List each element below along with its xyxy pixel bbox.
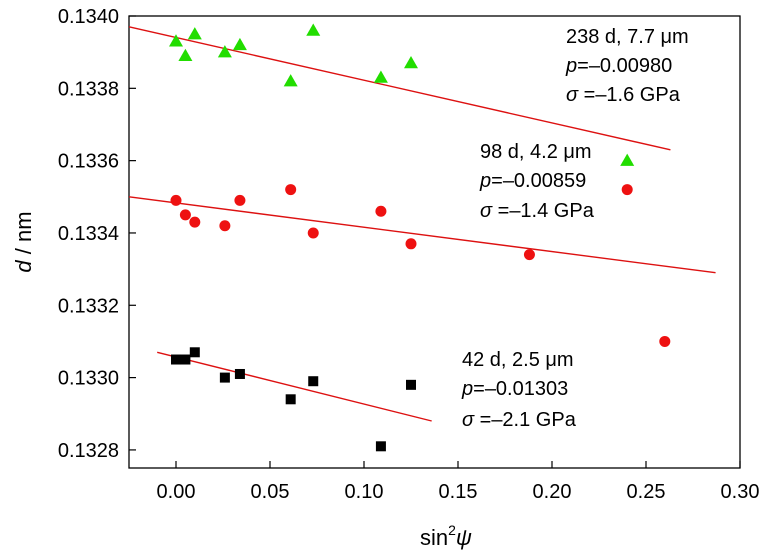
red-circle-point — [405, 238, 417, 250]
annotation-green-p-value: –0.00980 — [589, 55, 672, 77]
black-square-point — [171, 354, 181, 365]
fit-lines — [128, 26, 716, 422]
red-circle-point — [621, 184, 633, 196]
green-triangle-point — [217, 45, 232, 58]
y-tick-label: 0.1330 — [58, 368, 119, 390]
green-triangle-point — [620, 153, 635, 166]
green-triangle-point — [404, 56, 418, 69]
red-circle-point — [375, 205, 387, 217]
annotation-black: 42 d, 2.5 μm p=–0.01303 σ =–2.1 GPa — [461, 349, 577, 431]
black-square-point — [234, 368, 245, 379]
annotation-black-line1: 42 d, 2.5 μm — [462, 349, 574, 371]
red-circle-point — [307, 227, 319, 239]
red-circle-point — [170, 194, 182, 206]
x-tick-label: 0.15 — [439, 481, 478, 503]
y-axis-title: d / nm — [11, 211, 36, 272]
annotation-red-p: p=–0.00859 — [479, 170, 586, 192]
red-circle-point — [523, 249, 535, 261]
red-circle-point — [179, 209, 191, 221]
green-triangle-point — [178, 48, 193, 62]
fit-line-black — [157, 351, 432, 422]
black-square-point — [308, 376, 319, 387]
black-square-point — [375, 441, 386, 452]
green-triangle-point — [373, 70, 388, 83]
red-circle-point — [219, 220, 231, 232]
annotation-black-p-value: –0.01303 — [485, 378, 568, 400]
annotation-black-p: p=–0.01303 — [461, 378, 568, 400]
data-points — [169, 23, 671, 452]
x-tick-label: 0.30 — [721, 481, 760, 503]
x-axis-ticks: 0.00 0.05 0.10 0.15 0.20 0.25 0.30 — [157, 461, 760, 503]
annotation-red-line1: 98 d, 4.2 μm — [480, 141, 592, 163]
green-triangle-point — [283, 74, 298, 87]
y-tick-label: 0.1328 — [58, 440, 119, 462]
x-tick-label: 0.00 — [157, 481, 196, 503]
annotation-red: 98 d, 4.2 μm p=–0.00859 σ =–1.4 GPa — [479, 141, 595, 222]
y-axis-ticks: 0.1328 0.1330 0.1332 0.1334 0.1336 0.1338 0.13… — [58, 6, 136, 462]
x-tick-label: 0.05 — [251, 481, 290, 503]
black-square-point — [189, 347, 200, 358]
annotation-red-p-value: –0.00859 — [503, 170, 586, 192]
green-triangle-point — [187, 27, 202, 40]
black-square-point — [180, 354, 191, 365]
red-circle-point — [234, 194, 246, 206]
y-tick-label: 0.1332 — [58, 295, 119, 317]
green-triangle-point — [306, 23, 321, 36]
annotation-red-sigma: σ =–1.4 GPa — [480, 200, 595, 222]
y-axis-title-rest: / nm — [11, 211, 36, 260]
annotation-green: 238 d, 7.7 μm p=–0.00980 σ =–1.6 GPa — [565, 26, 689, 106]
x-tick-label: 0.25 — [627, 481, 666, 503]
x-tick-label: 0.10 — [345, 481, 384, 503]
x-tick-label: 0.20 — [533, 481, 572, 503]
annotation-black-sigma-value: –2.1 GPa — [491, 409, 576, 431]
green-triangle-point — [169, 34, 183, 47]
annotation-green-sigma: σ =–1.6 GPa — [566, 84, 681, 106]
red-circle-point — [659, 335, 671, 347]
red-circle-point — [285, 184, 297, 196]
y-tick-label: 0.1338 — [58, 78, 119, 100]
black-square-point — [285, 394, 296, 405]
annotation-green-p: p=–0.00980 — [565, 55, 672, 77]
fit-line-red — [128, 196, 716, 274]
black-square-point — [406, 379, 416, 390]
y-tick-label: 0.1340 — [58, 6, 119, 28]
black-square-point — [219, 372, 230, 383]
y-tick-label: 0.1336 — [58, 151, 119, 173]
annotation-green-sigma-value: –1.6 GPa — [595, 84, 680, 106]
x-axis-title-sup: 2 — [448, 522, 456, 538]
x-axis-title: sin2ψ — [420, 522, 472, 550]
annotation-red-sigma-value: –1.4 GPa — [509, 200, 594, 222]
fit-line-green — [128, 26, 671, 151]
annotation-black-sigma: σ =–2.1 GPa — [462, 409, 577, 431]
red-circle-point — [189, 216, 201, 228]
x-axis-title-var: ψ — [456, 525, 472, 550]
y-tick-label: 0.1334 — [58, 223, 119, 245]
y-axis-title-var: d — [11, 260, 36, 273]
x-axis-title-base: sin — [420, 525, 448, 550]
annotation-green-line1: 238 d, 7.7 μm — [566, 26, 689, 48]
plot-frame — [128, 15, 741, 469]
green-triangle-point — [232, 37, 247, 51]
